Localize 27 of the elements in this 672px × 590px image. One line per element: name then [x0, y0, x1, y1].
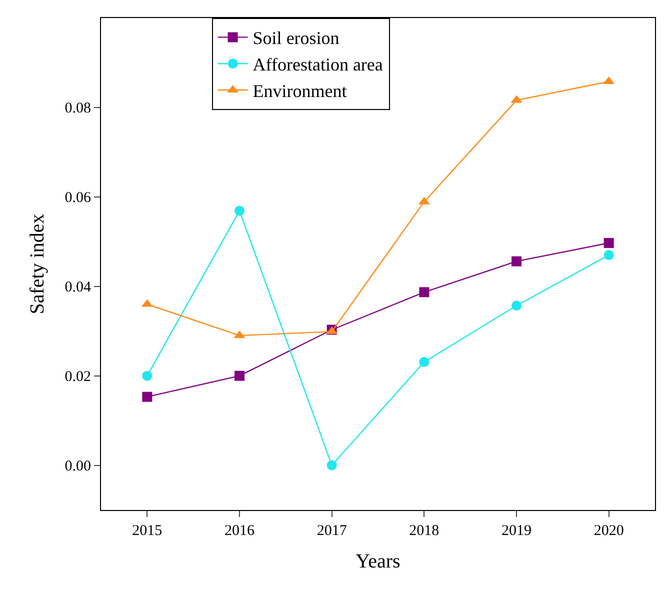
y-tick-label: 0.06 — [64, 190, 92, 206]
point — [419, 287, 430, 298]
y-tick-label: 0.04 — [64, 280, 92, 296]
x-axis-title: Years — [356, 550, 401, 572]
y-tick-label: 0.02 — [64, 369, 91, 386]
y-tick-label: 0.08 — [64, 100, 91, 117]
point — [234, 206, 244, 216]
point — [234, 370, 244, 381]
x-tick-label: 2019 — [502, 523, 532, 539]
point — [142, 370, 152, 381]
y-axis-title: Safety index — [26, 214, 48, 314]
legend-label: Soil erosion — [252, 28, 340, 48]
point — [142, 392, 152, 402]
point — [512, 300, 522, 311]
y-tick-label: 0.00 — [64, 458, 91, 475]
x-tick-label: 2016 — [224, 523, 255, 539]
x-tick-label: 2015 — [132, 523, 162, 539]
point — [604, 238, 614, 248]
point — [326, 460, 337, 470]
legend-label: Environment — [252, 81, 347, 102]
x-tick-label: 2017 — [316, 523, 348, 539]
x-tick-label: 2018 — [409, 523, 440, 539]
point — [512, 256, 522, 266]
point — [419, 356, 430, 367]
x-tick-label: 2020 — [594, 523, 624, 539]
legend-label: Afforestation area — [252, 54, 383, 75]
point — [604, 250, 614, 260]
